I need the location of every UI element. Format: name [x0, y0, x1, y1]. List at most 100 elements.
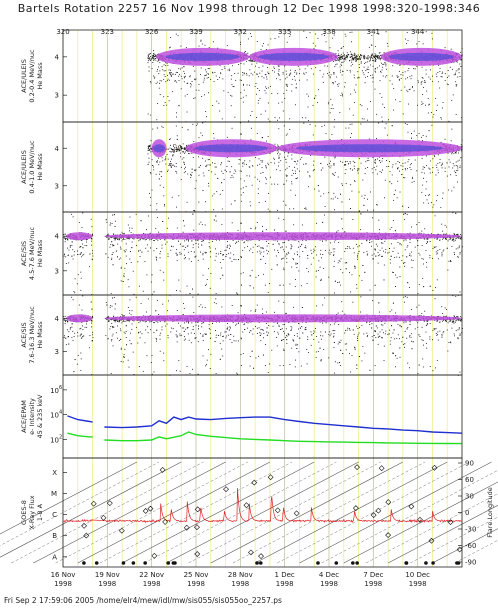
data-point	[194, 210, 196, 212]
data-point	[205, 165, 207, 167]
data-point	[444, 47, 446, 49]
data-point	[459, 76, 461, 77]
data-point	[289, 128, 291, 130]
data-point	[351, 55, 353, 57]
data-point	[369, 60, 371, 62]
data-point	[315, 33, 317, 35]
data-point	[175, 33, 177, 35]
data-point	[180, 156, 181, 158]
data-point	[439, 67, 441, 69]
data-point	[323, 73, 325, 75]
data-point	[397, 161, 399, 162]
data-point	[266, 76, 267, 78]
data-point	[384, 197, 385, 199]
data-point	[167, 74, 169, 76]
data-point	[207, 73, 209, 75]
data-point	[406, 246, 408, 248]
data-point	[256, 117, 258, 118]
data-point	[293, 160, 295, 162]
data-point	[277, 144, 279, 146]
panel-frame	[62, 29, 463, 123]
data-point	[207, 159, 209, 161]
data-point	[407, 39, 409, 41]
data-point	[279, 117, 281, 119]
data-point	[184, 168, 185, 170]
data-point	[375, 60, 377, 61]
data-point	[213, 81, 215, 83]
data-point	[248, 75, 250, 77]
data-point	[267, 71, 269, 73]
data-point	[353, 77, 355, 79]
data-point	[106, 221, 108, 223]
data-point	[170, 148, 172, 150]
data-point	[172, 73, 174, 75]
data-point	[368, 138, 370, 140]
data-point	[410, 78, 412, 80]
data-point	[229, 245, 231, 247]
data-point	[240, 200, 242, 202]
data-point	[195, 125, 197, 126]
data-point	[238, 163, 240, 165]
data-point	[411, 177, 413, 179]
data-point	[407, 168, 408, 170]
data-point	[385, 76, 387, 78]
data-point	[406, 32, 408, 34]
data-point	[409, 242, 411, 243]
data-point	[347, 56, 348, 58]
data-point	[161, 80, 163, 82]
data-point	[340, 160, 342, 162]
data-point	[425, 69, 427, 71]
data-point	[305, 245, 307, 247]
data-point	[158, 66, 160, 68]
data-point	[214, 71, 216, 73]
data-point	[161, 66, 163, 68]
data-point	[425, 73, 427, 75]
data-point	[381, 62, 382, 64]
data-point	[349, 168, 351, 170]
data-point	[402, 205, 404, 207]
data-point	[421, 171, 423, 173]
data-point	[269, 152, 271, 154]
data-point	[249, 201, 251, 203]
data-point	[268, 102, 270, 104]
data-point	[213, 137, 215, 139]
data-point	[381, 120, 383, 122]
data-point	[358, 275, 360, 277]
data-point	[172, 164, 174, 166]
data-point	[266, 245, 268, 247]
data-point	[157, 160, 158, 162]
data-point	[218, 102, 220, 104]
data-point	[402, 255, 404, 257]
data-point	[367, 57, 369, 59]
data-point	[282, 71, 284, 73]
y-tick-label: 3	[55, 92, 59, 100]
data-point	[156, 161, 158, 163]
data-point	[398, 162, 400, 163]
data-point	[178, 148, 180, 150]
data-point	[429, 78, 431, 80]
data-point	[291, 84, 293, 86]
data-point	[171, 73, 173, 75]
data-point	[380, 70, 381, 72]
density-core	[388, 52, 454, 61]
data-point	[186, 93, 188, 95]
data-point	[231, 95, 233, 97]
data-point	[335, 60, 337, 62]
data-point	[278, 102, 280, 104]
data-point	[355, 84, 357, 86]
data-point	[346, 52, 348, 54]
data-point	[355, 91, 356, 93]
data-point	[370, 101, 371, 102]
data-point	[405, 78, 407, 80]
data-point	[416, 65, 418, 67]
data-point	[243, 63, 245, 65]
data-point	[250, 72, 252, 74]
data-point	[416, 135, 418, 137]
data-point	[411, 137, 412, 139]
data-point	[391, 125, 393, 127]
data-point	[208, 92, 209, 94]
data-point	[411, 86, 413, 87]
data-point	[68, 262, 70, 264]
data-point	[130, 262, 132, 263]
data-point	[400, 78, 402, 80]
